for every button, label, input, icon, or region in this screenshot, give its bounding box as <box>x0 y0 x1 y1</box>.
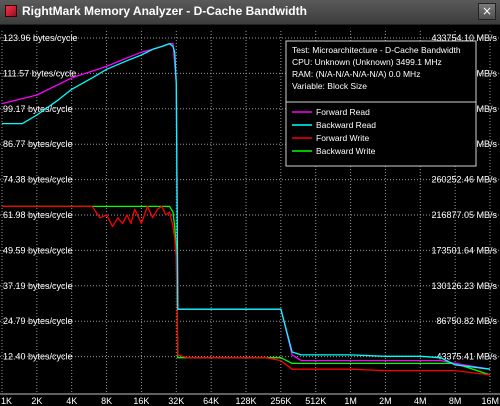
y-right-tick-label: 260252.46 MB/s <box>431 175 497 185</box>
x-tick-label: 16K <box>133 396 149 406</box>
y-right-tick-label: 130126.23 MB/s <box>431 281 497 291</box>
y-left-tick-label: 37.19 bytes/cycle <box>3 281 73 291</box>
x-tick-label: 8M <box>449 396 462 406</box>
info-box-frame <box>285 40 477 167</box>
title-bar[interactable]: RightMark Memory Analyzer - D-Cache Band… <box>0 0 500 25</box>
x-tick-label: 64K <box>203 396 219 406</box>
x-tick-labels: 1K 2K 4K 8K 16K 32K 64K 128K 256K 512K 1M 2M 4M 8M 16M <box>1 396 499 406</box>
series-lines <box>1 42 491 376</box>
x-tick-label: 1M <box>344 396 357 406</box>
y-left-tick-label: 123.96 bytes/cycle <box>3 33 78 43</box>
x-tick-label: 128K <box>235 396 256 406</box>
info-line: RAM: (N/A-N/A-N/A-N/A) 0.0 MHz <box>292 69 420 79</box>
series-line-backward-read <box>2 42 491 370</box>
legend-label: Forward Write <box>316 133 369 143</box>
x-tick-label: 2M <box>379 396 392 406</box>
info-legend-box: Test: Microarchitecture - D-Cache Bandwi… <box>285 40 477 167</box>
x-tick-label: 32K <box>168 396 184 406</box>
x-tick-label: 512K <box>305 396 326 406</box>
legend-label: Forward Read <box>316 107 370 117</box>
y-left-tick-label: 111.57 bytes/cycle <box>3 68 76 78</box>
y-left-tick-labels: 123.96 bytes/cycle 111.57 bytes/cycle 99.1… <box>3 33 78 362</box>
x-tick-label: 2K <box>31 396 42 406</box>
series-line-forward-write <box>2 205 491 376</box>
info-line: CPU: Unknown (Unknown) 3499.1 MHz <box>292 57 442 67</box>
legend-label: Backward Write <box>316 146 376 156</box>
close-button[interactable]: × <box>478 3 496 20</box>
window-title: RightMark Memory Analyzer - D-Cache Band… <box>22 4 307 18</box>
info-line: Test: Microarchitecture - D-Cache Bandwi… <box>292 45 461 55</box>
y-left-tick-label: 24.79 bytes/cycle <box>3 316 73 326</box>
y-right-tick-label: 216877.05 MB/s <box>431 210 497 220</box>
y-left-tick-label: 12.40 bytes/cycle <box>3 352 73 362</box>
y-left-tick-label: 49.59 bytes/cycle <box>3 245 73 255</box>
y-left-tick-label: 86.77 bytes/cycle <box>3 139 73 149</box>
x-tick-label: 256K <box>270 396 291 406</box>
x-tick-label: 1K <box>1 396 12 406</box>
y-right-tick-label: 433754.10 MB/s <box>431 33 497 43</box>
info-line: Variable: Block Size <box>292 81 367 91</box>
y-left-tick-label: 61.98 bytes/cycle <box>3 210 73 220</box>
x-tick-label: 16M <box>481 396 499 406</box>
legend-label: Backward Read <box>316 120 376 130</box>
x-tick-label: 4K <box>66 396 77 406</box>
y-right-tick-label: 43375.41 MB/s <box>436 352 497 362</box>
y-left-tick-label: 99.17 bytes/cycle <box>3 104 73 114</box>
y-right-tick-label: 173501.64 MB/s <box>431 245 497 255</box>
x-tick-label: 8K <box>101 396 112 406</box>
y-left-tick-label: 74.38 bytes/cycle <box>3 175 73 185</box>
y-right-tick-label: 86750.82 MB/s <box>436 316 497 326</box>
app-icon <box>5 5 17 17</box>
x-tick-label: 4M <box>414 396 427 406</box>
